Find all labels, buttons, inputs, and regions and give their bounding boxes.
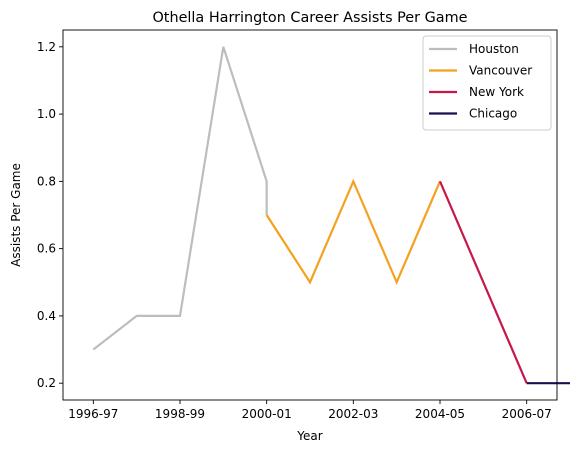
plot-area: 1996-97 1998-99 2000-01 2002-03 2004-05 2006-… — [37, 29, 570, 421]
legend-label-houston: Houston — [469, 42, 519, 56]
series-line-vancouver — [265, 178, 442, 286]
chart-title: Othella Harrington Career Assists Per Ga… — [152, 10, 467, 26]
legend-box — [422, 35, 552, 131]
axes-frame — [62, 29, 558, 401]
x-tick-label: 1996-97 — [68, 407, 118, 421]
series-line-houston — [92, 46, 268, 351]
x-tick-label: 1998-99 — [155, 407, 205, 421]
x-axis-title: Year — [296, 429, 322, 443]
y-tick-label: 0.8 — [37, 174, 56, 188]
legend: Houston Vancouver New York Chicago — [422, 35, 552, 131]
legend-label-new-york: New York — [469, 85, 524, 99]
y-tick-label: 0.4 — [37, 309, 56, 323]
x-tick-label: 2006-07 — [502, 407, 552, 421]
y-axis-title: Assists Per Game — [9, 163, 23, 267]
y-tick-label: 1.2 — [37, 40, 56, 54]
x-tick-label: 2002-03 — [328, 407, 378, 421]
y-tick-label: 1.0 — [37, 107, 56, 121]
x-tick-label: 2000-01 — [242, 407, 292, 421]
legend-label-chicago: Chicago — [469, 107, 517, 121]
y-tick-label: 0.2 — [37, 376, 56, 390]
series-line-new-york — [438, 180, 528, 384]
y-tick-label: 0.6 — [37, 242, 56, 256]
x-tick-label: 2004-05 — [415, 407, 465, 421]
legend-label-vancouver: Vancouver — [469, 64, 532, 78]
